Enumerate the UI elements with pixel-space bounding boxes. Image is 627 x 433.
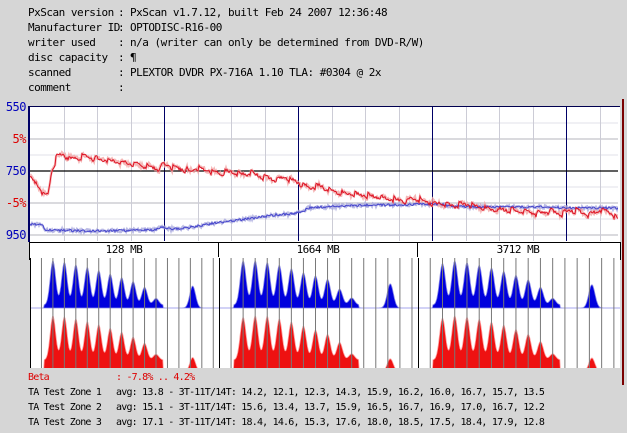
field-label: scanned [28,66,71,79]
header-row-writer: writer used : n/a (writer can only be de… [28,36,424,49]
field-colon: : [118,81,125,94]
field-colon: : [118,66,125,79]
field-label: disc capacity [28,51,108,64]
field-value: PLEXTOR DVDR PX-716A 1.10 TLA: #0304 @ 2… [130,66,382,79]
field-colon: : [118,51,125,64]
zone-label-3: 3712 MB [496,243,540,256]
field-value: OPTODISC-R16-00 [130,21,222,34]
y-tick-750: 750 [5,164,27,178]
field-label: PxScan version [28,6,114,19]
ta-histograms-canvas [30,258,620,373]
beta-label: Beta [28,372,50,383]
beta-value: : -7.8% .. 4.2% [116,372,195,383]
right-border-line [622,99,624,385]
ta-zone2-row: TA Test Zone 2 avg: 15.1 - 3T-11T/14T: 1… [28,402,545,414]
field-colon: : [118,36,125,49]
ta-zone3-row: TA Test Zone 3 avg: 17.1 - 3T-11T/14T: 1… [28,417,545,429]
zone-label-2: 1664 MB [219,243,418,257]
header-row-scanned: scanned : PLEXTOR DVDR PX-716A 1.10 TLA:… [28,66,382,79]
zone-label-1: 128 MB [30,243,219,257]
ta-zone-values: avg: 15.1 - 3T-11T/14T: 15.6, 13.4, 13.7… [116,402,545,413]
ta-zone-label: TA Test Zone 2 [28,402,102,413]
header-row-version: PxScan version : PxScan v1.7.12, built F… [28,6,388,19]
field-label: Manufacturer ID [28,21,120,34]
field-label: comment [28,81,71,94]
ta-zone-values: avg: 17.1 - 3T-11T/14T: 18.4, 14.6, 15.3… [116,417,545,428]
header-row-manufacturer: Manufacturer ID : OPTODISC-R16-00 [28,21,222,34]
field-colon: : [118,6,125,19]
y-tick-minus5: -5% [5,196,27,210]
ta-zone-values: avg: 13.8 - 3T-11T/14T: 14.2, 12.1, 12.3… [116,387,545,398]
y-tick-plus5: 5% [12,132,27,146]
field-value: ¶ [130,51,137,64]
field-value: PxScan v1.7.12, built Feb 24 2007 12:36:… [130,6,388,19]
field-value: n/a (writer can only be determined from … [130,36,424,49]
ta-zone-label: TA Test Zone 3 [28,417,102,428]
y-tick-950: 950 [5,228,27,242]
y-tick-550: 550 [5,100,27,114]
header-row-capacity: disc capacity : ¶ [28,51,137,64]
beta-ta-chart [28,106,620,242]
ta-zone1-row: TA Test Zone 1 avg: 13.8 - 3T-11T/14T: 1… [28,387,545,399]
ta-histograms [30,258,620,373]
beta-ta-chart-canvas [28,107,620,241]
field-colon: : [118,21,125,34]
ta-zone-label: TA Test Zone 1 [28,387,102,398]
field-label: writer used [28,36,96,49]
beta-summary-row: Beta : -7.8% .. 4.2% [28,372,195,384]
header-row-comment: comment : [28,81,125,94]
